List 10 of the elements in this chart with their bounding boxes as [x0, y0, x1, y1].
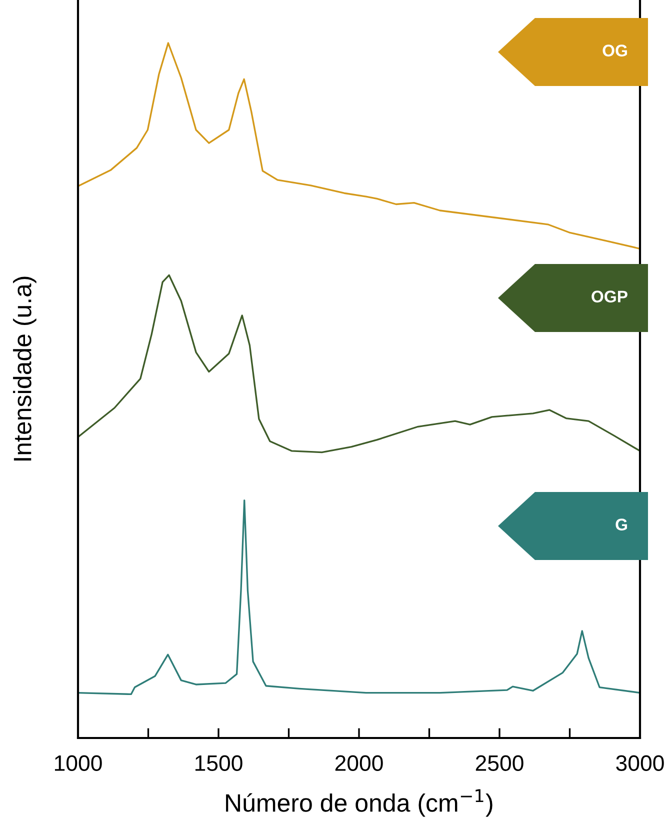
x-tick-label: 1500 [195, 755, 242, 771]
y-axis-title: Intensidade (u.a) [13, 276, 36, 460]
annotation: OGP [592, 290, 628, 302]
x-tick-label: 2000 [335, 755, 383, 771]
annotation: OG [602, 44, 627, 56]
x-tick-label: 2500 [476, 755, 524, 771]
x-axis-title: Número de onda (cm$^{−1}$) [226, 789, 492, 817]
x-tick-label: 1000 [54, 755, 102, 771]
x-tick-label: 3000 [616, 755, 664, 771]
annotation: G [616, 518, 627, 530]
